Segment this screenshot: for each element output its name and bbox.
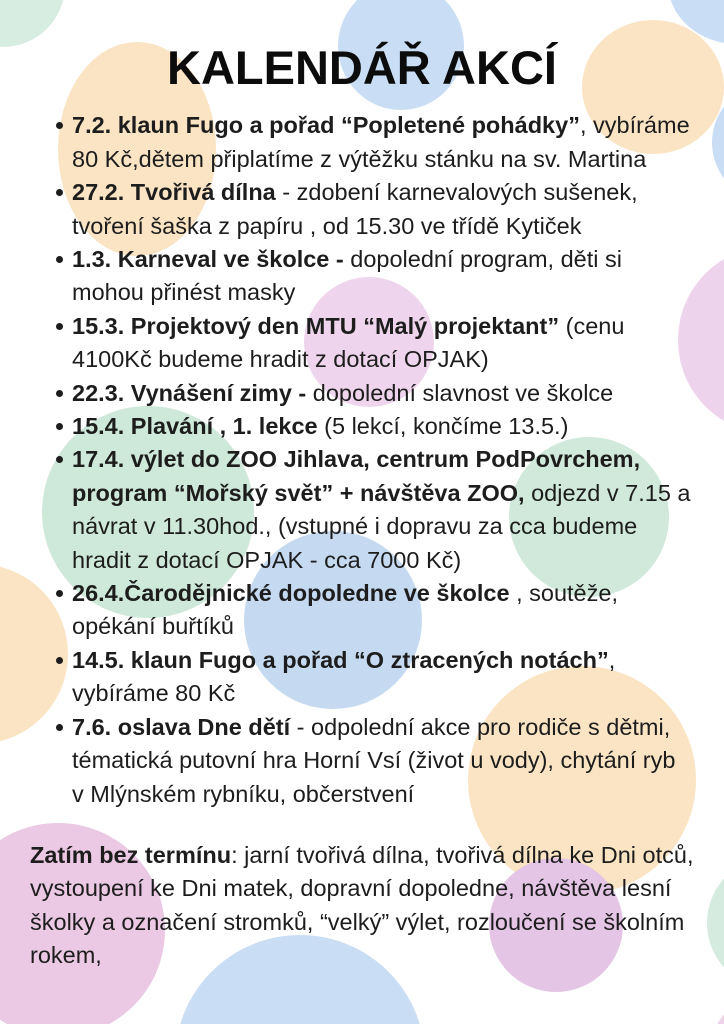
event-date-title: 15.3. Projektový den MTU “Malý projektan… <box>72 312 560 339</box>
event-description: , soutěže, opékání buřtíků <box>72 580 618 640</box>
event-description: dopolední program, děti si mohou přinést… <box>72 246 622 306</box>
circle-peach-title <box>58 42 216 256</box>
event-item-5: 22.3. Vynášení zimy - dopolední slavnost… <box>56 377 692 410</box>
no-date-label: Zatím bez termínu <box>30 841 232 868</box>
event-item-7: 17.4. výlet do ZOO Jihlava, centrum PodP… <box>56 443 692 577</box>
event-date-title: 26.4.Čarodějnické dopoledne ve školce <box>72 580 510 607</box>
circle-purple-bottom-center <box>489 858 623 992</box>
event-description: (cenu 4100Kč budeme hradit z dotací OPJA… <box>72 312 625 373</box>
circle-blue-middle <box>244 531 422 709</box>
event-item-10: 7.6. oslava Dne dětí - odpolední akce pr… <box>56 711 692 811</box>
event-item-4: 15.3. Projektový den MTU “Malý projektan… <box>56 310 692 377</box>
event-item-8: 26.4.Čarodějnické dopoledne ve školce , … <box>56 577 692 644</box>
event-item-3: 1.3. Karneval ve školce - dopolední prog… <box>56 243 692 310</box>
event-date-title: 27.2. Tvořivá dílna <box>72 179 276 206</box>
circle-mint-right <box>509 437 669 597</box>
event-item-9: 14.5. klaun Fugo a pořad “O ztracených n… <box>56 644 692 711</box>
event-item-1: 7.2. klaun Fugo a pořad “Popletené pohád… <box>56 109 692 176</box>
event-date-title: 14.5. klaun Fugo a pořad “O ztracených n… <box>72 646 609 673</box>
event-date-title: 22.3. Vynášení zimy - <box>72 379 307 406</box>
event-item-6: 15.4. Plavání , 1. lekce (5 lekcí, končí… <box>56 410 692 443</box>
event-description: , vybíráme 80 Kč <box>72 646 616 707</box>
circle-peach-top-right <box>582 20 724 154</box>
event-date-title: 17.4. výlet do ZOO Jihlava, centrum PodP… <box>72 446 641 506</box>
circle-blue-top <box>338 0 464 110</box>
event-description: - zdobení karnevalových sušenek, tvoření… <box>72 179 638 239</box>
circle-pink-center <box>304 277 434 407</box>
event-description: dopolední slavnost ve školce <box>306 379 614 406</box>
events-list: 7.2. klaun Fugo a pořad “Popletené pohád… <box>0 109 724 811</box>
event-date-title: 1.3. Karneval ve školce - <box>72 246 344 273</box>
event-description: , vybíráme 80 Kč,dětem připlatíme z výtě… <box>72 112 690 172</box>
circle-peach-lower-right <box>468 666 696 894</box>
circle-mint-left <box>42 406 254 618</box>
event-date-title: 15.4. Plavání , 1. lekce <box>72 413 318 440</box>
event-description: odjezd v 7.15 a návrat v 11.30hod., (vst… <box>72 479 691 573</box>
event-date-title: 7.2. klaun Fugo a pořad “Popletené pohád… <box>72 112 580 139</box>
no-date-text: : jarní tvořivá dílna, tvořivá dílna ke … <box>30 841 694 969</box>
event-description: - odpolední akce pro rodiče s dětmi, tém… <box>72 713 676 807</box>
event-description: (5 lekcí, končíme 13.5.) <box>317 413 569 440</box>
page-title: KALENDÁŘ AKCÍ <box>167 41 557 94</box>
event-item-2: 27.2. Tvořivá dílna - zdobení karnevalov… <box>56 176 692 243</box>
no-date-paragraph: Zatím bez termínu: jarní tvořivá dílna, … <box>30 839 696 973</box>
event-date-title: 7.6. oslava Dne dětí <box>72 713 291 740</box>
